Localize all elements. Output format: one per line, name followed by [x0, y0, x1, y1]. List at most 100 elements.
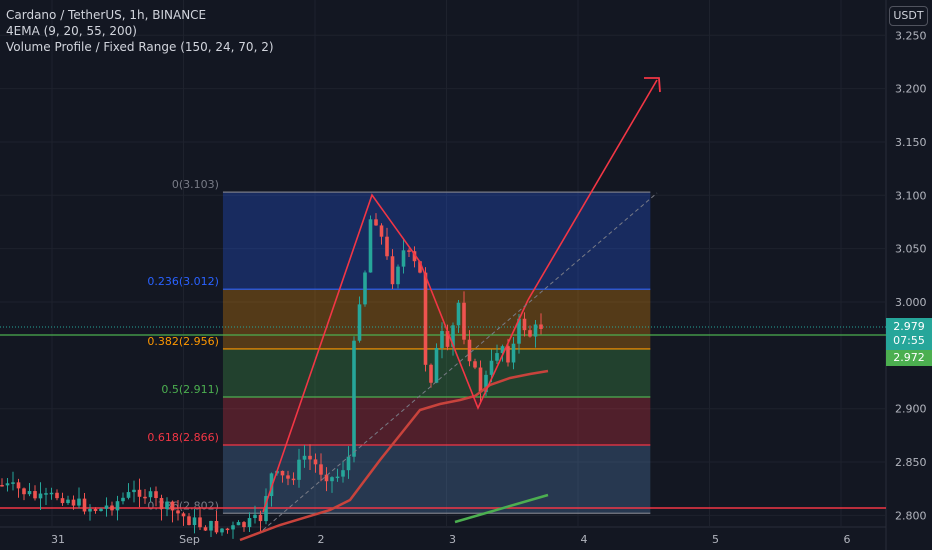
candle-body: [22, 488, 26, 495]
fib-zone: [222, 192, 651, 290]
candle-body: [308, 455, 312, 460]
fib-zone: [222, 444, 651, 514]
candle-body: [154, 491, 158, 499]
candle-body: [60, 498, 65, 504]
candle-body: [462, 302, 466, 340]
candle-body: [110, 505, 114, 511]
candle-body: [429, 364, 433, 383]
candle-body: [379, 225, 384, 237]
candle-body: [352, 340, 356, 457]
candle-body: [511, 343, 516, 363]
price-axis-label: 2.900: [895, 403, 927, 416]
candle-body: [286, 475, 290, 479]
candle-body: [159, 498, 164, 510]
candle-body: [165, 501, 169, 510]
candle-body: [27, 491, 32, 495]
price-axis-label: 3.050: [895, 243, 927, 256]
candle-body: [115, 501, 120, 511]
candle-body: [104, 505, 109, 509]
candle-body: [187, 516, 191, 526]
fib-zone: [222, 289, 651, 349]
candle-body: [11, 482, 15, 484]
candle-body: [434, 348, 439, 383]
ema-price-tag: 2.972: [886, 350, 932, 366]
price-axis-label: 3.250: [895, 29, 927, 42]
candle-body: [302, 455, 307, 460]
candle-body: [368, 219, 373, 273]
candle-body: [423, 272, 428, 365]
candle-body: [363, 272, 367, 305]
time-axis-label: 2: [318, 533, 325, 546]
fib-level-label: 0.618(2.866): [147, 431, 219, 444]
candle-body: [77, 498, 81, 506]
candle-body: [297, 459, 301, 480]
candles: [0, 213, 543, 539]
candle-body: [236, 522, 241, 526]
time-axis-label: 5: [712, 533, 719, 546]
zigzag-drawing: [262, 193, 529, 513]
candle-body: [253, 514, 257, 519]
fib-level-label: 0.5(2.911): [161, 383, 219, 396]
candle-body: [313, 459, 318, 465]
candle-body: [33, 491, 37, 499]
candle-body: [401, 250, 406, 267]
candle-body: [176, 510, 180, 514]
trend-arrow-line: [527, 79, 658, 301]
indicator-volume-profile[interactable]: Volume Profile / Fixed Range (150, 24, 7…: [6, 40, 274, 54]
candle-body: [484, 374, 488, 393]
candle-body: [533, 324, 538, 337]
candle-body: [198, 517, 202, 528]
candle-body: [390, 256, 395, 285]
currency-selector[interactable]: USDT: [889, 6, 928, 26]
ema-long-line: [454, 493, 549, 524]
candle-body: [44, 493, 48, 495]
price-axis-pane: [886, 0, 932, 550]
candle-body: [269, 473, 274, 497]
candle-body: [324, 474, 329, 482]
candle-body: [473, 361, 477, 368]
candle-body: [407, 250, 411, 252]
candle-body: [71, 499, 76, 506]
candle-body: [341, 470, 345, 477]
ema-mid-line: [239, 369, 549, 542]
candle-body: [231, 525, 235, 530]
candle-body: [242, 522, 246, 528]
time-axis-label: 4: [581, 533, 588, 546]
candle-body: [280, 470, 285, 476]
candle-body: [16, 482, 21, 489]
fib-trend-line: [262, 192, 658, 531]
price-axis-label: 3.200: [895, 83, 927, 96]
candle-body: [121, 497, 125, 502]
candle-body: [456, 302, 461, 326]
fib-level-label: 0.382(2.956): [147, 335, 219, 348]
candle-body: [126, 492, 131, 498]
price-axis-label: 2.800: [895, 509, 927, 522]
bar-countdown: 07:55: [893, 334, 925, 347]
candle-body: [99, 508, 103, 512]
fib-level-label: 0(3.103): [172, 178, 219, 191]
candle-body: [412, 251, 417, 262]
candle-body: [214, 520, 219, 533]
candle-body: [143, 496, 147, 499]
price-axis-label: 3.150: [895, 136, 927, 149]
time-axis-label: 6: [844, 533, 851, 546]
candle-body: [220, 528, 224, 533]
candle-body: [451, 325, 455, 347]
candle-body: [38, 493, 43, 499]
candle-body: [203, 527, 208, 531]
last-price-value: 2.979: [893, 320, 925, 333]
indicator-ema[interactable]: 4EMA (9, 20, 55, 200): [6, 24, 137, 38]
candle-body: [495, 353, 499, 361]
candle-body: [55, 492, 59, 499]
candle-body: [66, 499, 70, 504]
fib-level-label: 0.786(2.802): [147, 499, 219, 512]
candle-body: [5, 483, 10, 486]
candle-body: [319, 464, 323, 475]
candle-body: [148, 491, 153, 498]
candle-body: [132, 489, 136, 493]
candle-body: [88, 508, 92, 512]
symbol-title[interactable]: Cardano / TetherUS, 1h, BINANCE: [6, 8, 207, 22]
candle-body: [418, 261, 422, 273]
